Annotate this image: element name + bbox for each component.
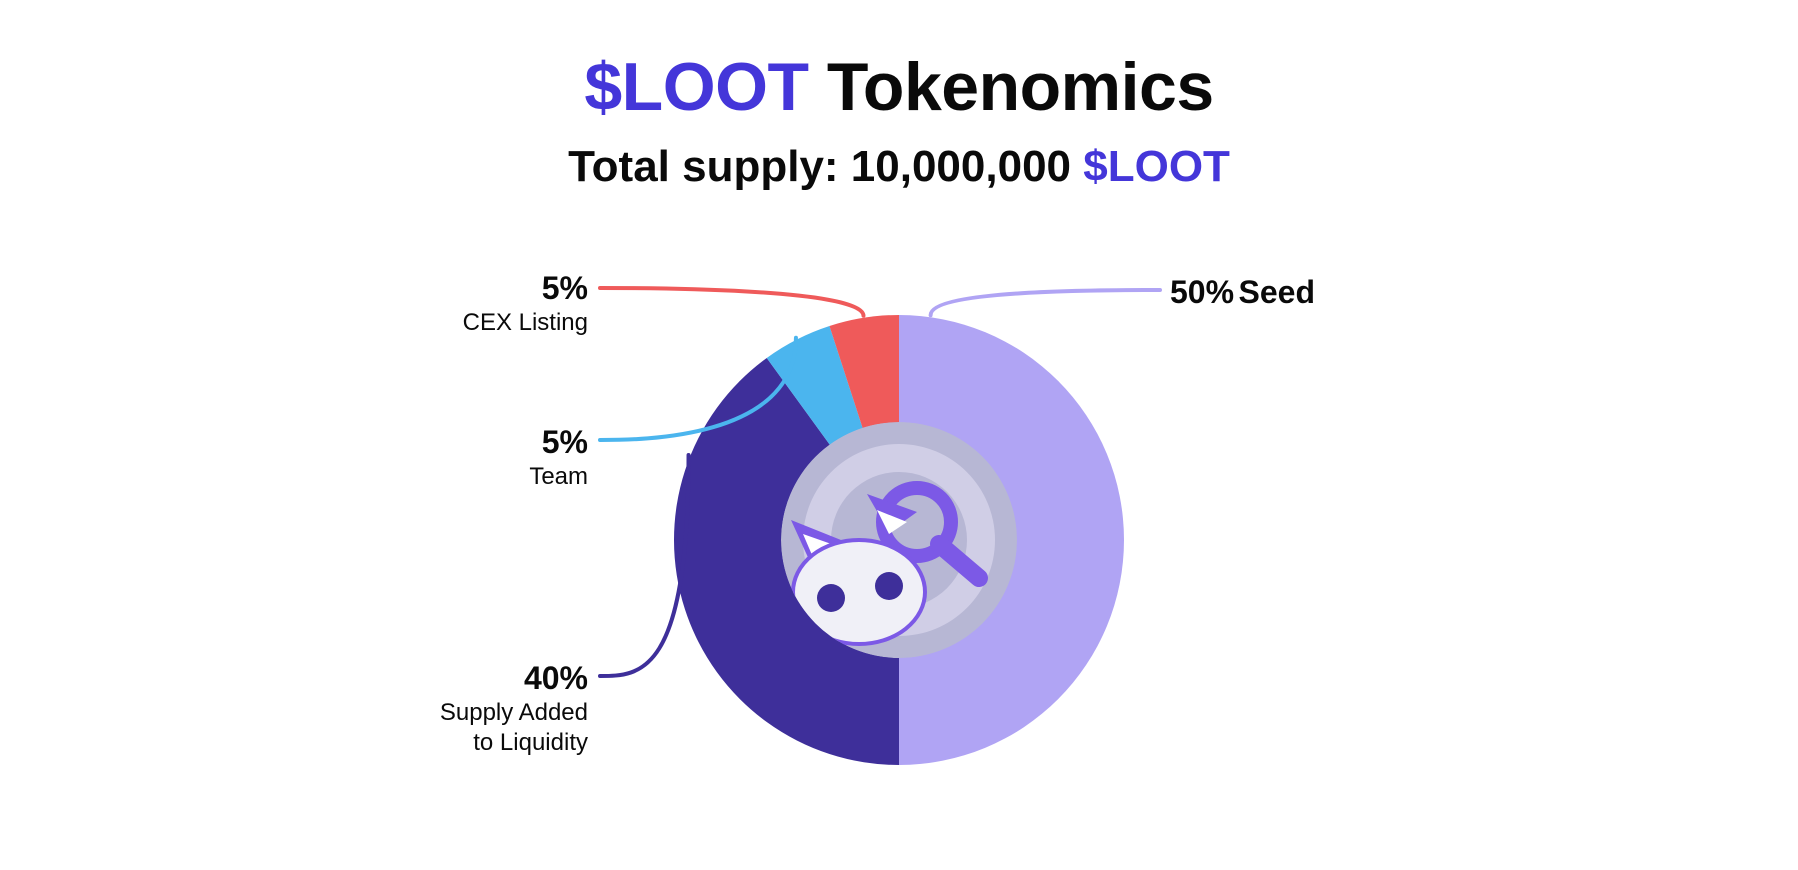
header: $LOOT Tokenomics Total supply: 10,000,00… bbox=[0, 0, 1798, 192]
title-accent: $LOOT bbox=[584, 49, 808, 125]
label-team-text: Team bbox=[529, 462, 588, 492]
subtitle: Total supply: 10,000,000 $LOOT bbox=[0, 142, 1798, 192]
label-liquidity-text-2: to Liquidity bbox=[440, 728, 588, 758]
pie-chart-svg bbox=[0, 210, 1798, 870]
label-cex: 5% CEX Listing bbox=[463, 268, 588, 338]
leader-line bbox=[600, 288, 863, 316]
label-liquidity: 40% Supply Added to Liquidity bbox=[440, 658, 588, 758]
subtitle-ticker: $LOOT bbox=[1083, 142, 1230, 191]
label-liquidity-text-1: Supply Added bbox=[440, 698, 588, 728]
tokenomics-chart: 50% Seed 5% CEX Listing 5% Team 40% Supp… bbox=[0, 210, 1798, 870]
label-cex-pct: 5% bbox=[463, 268, 588, 308]
subtitle-prefix: Total supply: bbox=[568, 142, 851, 191]
leader-line bbox=[931, 290, 1160, 315]
subtitle-amount: 10,000,000 bbox=[851, 142, 1083, 191]
page-title: $LOOT Tokenomics bbox=[0, 48, 1798, 126]
label-seed-text: Seed bbox=[1239, 274, 1315, 310]
center-mascot-icon bbox=[781, 422, 1017, 658]
label-liquidity-pct: 40% bbox=[440, 658, 588, 698]
label-cex-text: CEX Listing bbox=[463, 308, 588, 338]
title-rest: Tokenomics bbox=[809, 49, 1214, 125]
leader-line bbox=[600, 455, 689, 676]
label-team-pct: 5% bbox=[529, 422, 588, 462]
label-seed: 50% Seed bbox=[1170, 272, 1315, 312]
label-team: 5% Team bbox=[529, 422, 588, 492]
label-seed-pct: 50% bbox=[1170, 274, 1234, 310]
